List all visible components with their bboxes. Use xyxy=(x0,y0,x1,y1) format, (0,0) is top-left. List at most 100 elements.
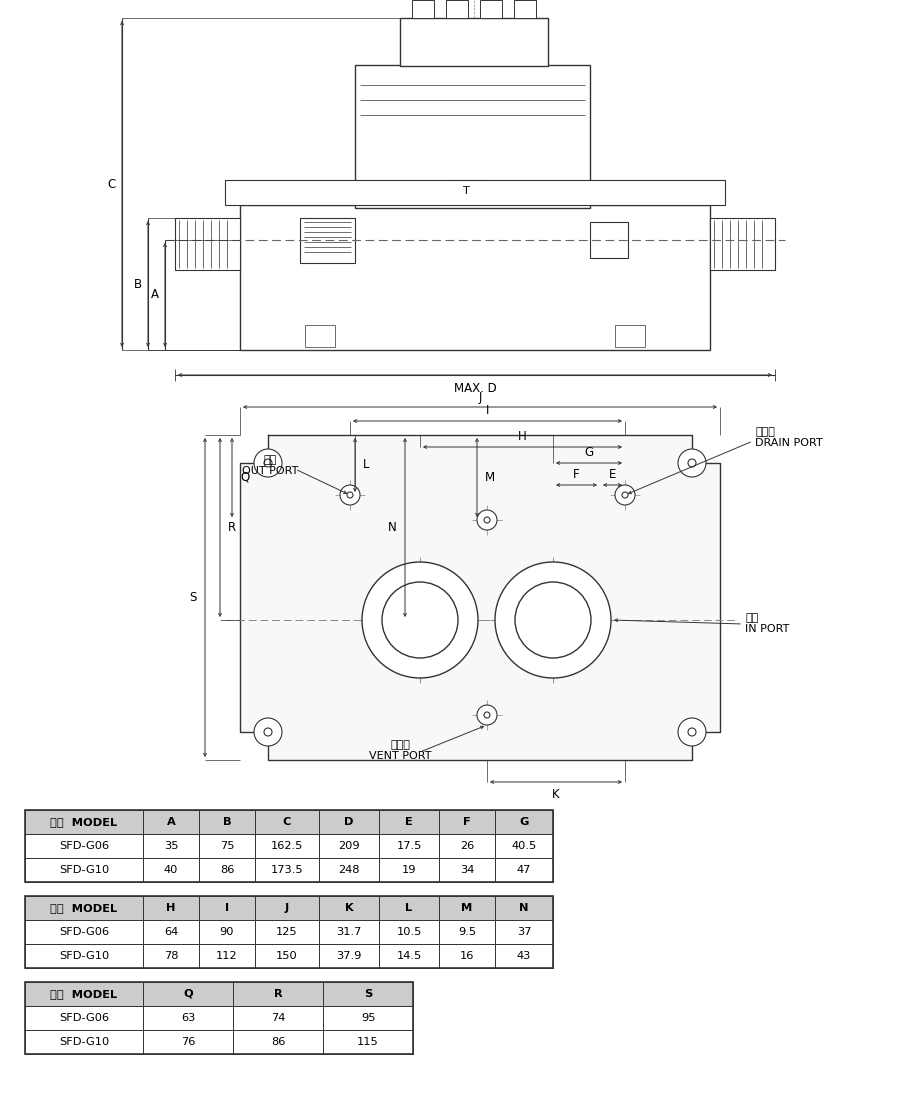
Text: 40: 40 xyxy=(163,865,178,875)
Bar xyxy=(379,920,439,944)
Text: L: L xyxy=(405,903,412,913)
Text: 出口: 出口 xyxy=(263,455,277,465)
Bar xyxy=(439,858,495,882)
Text: 40.5: 40.5 xyxy=(511,841,537,851)
Text: 78: 78 xyxy=(163,951,178,961)
Text: H: H xyxy=(518,431,527,443)
Bar xyxy=(25,982,143,1006)
Text: 31.7: 31.7 xyxy=(337,927,362,937)
Text: 95: 95 xyxy=(361,1013,375,1023)
Text: G: G xyxy=(585,447,594,460)
Text: G: G xyxy=(519,817,529,827)
Bar xyxy=(233,1030,323,1054)
Text: 入口: 入口 xyxy=(745,613,758,623)
Text: 9.5: 9.5 xyxy=(458,927,476,937)
Text: B: B xyxy=(223,817,232,827)
Circle shape xyxy=(477,705,497,725)
Circle shape xyxy=(477,510,497,530)
Bar xyxy=(400,18,548,66)
Bar xyxy=(255,944,319,968)
Bar xyxy=(323,1006,413,1030)
Bar xyxy=(450,179,482,202)
Text: SFD-G06: SFD-G06 xyxy=(59,841,109,851)
Circle shape xyxy=(347,492,353,497)
Text: H: H xyxy=(166,903,176,913)
Circle shape xyxy=(678,449,706,478)
Text: C: C xyxy=(108,177,116,191)
Text: 型式  MODEL: 型式 MODEL xyxy=(50,817,118,827)
Text: T: T xyxy=(462,186,470,196)
Text: SFD-G10: SFD-G10 xyxy=(59,1037,110,1047)
Text: 63: 63 xyxy=(180,1013,195,1023)
Bar xyxy=(319,858,379,882)
Text: 37: 37 xyxy=(516,927,532,937)
Bar xyxy=(25,944,143,968)
Text: 112: 112 xyxy=(216,951,238,961)
Bar xyxy=(143,920,199,944)
Bar xyxy=(25,810,553,882)
Text: 64: 64 xyxy=(163,927,178,937)
Polygon shape xyxy=(240,435,720,760)
Bar xyxy=(25,896,143,920)
Bar xyxy=(615,325,645,347)
Bar xyxy=(495,920,553,944)
Bar xyxy=(355,65,590,208)
Bar xyxy=(300,218,355,263)
Bar xyxy=(710,218,775,270)
Text: SFD-G10: SFD-G10 xyxy=(59,865,110,875)
Text: 173.5: 173.5 xyxy=(270,865,304,875)
Bar xyxy=(255,920,319,944)
Bar xyxy=(199,810,255,834)
Circle shape xyxy=(688,459,696,466)
Bar xyxy=(495,896,553,920)
Circle shape xyxy=(515,582,591,658)
Text: 150: 150 xyxy=(276,951,298,961)
Bar xyxy=(480,0,502,18)
Bar xyxy=(495,834,553,858)
Bar xyxy=(255,858,319,882)
Text: 74: 74 xyxy=(271,1013,286,1023)
Text: I: I xyxy=(224,903,229,913)
Text: M: M xyxy=(485,471,495,484)
Bar xyxy=(446,0,468,18)
Text: 16: 16 xyxy=(460,951,474,961)
Bar xyxy=(25,810,143,834)
Text: DRAIN PORT: DRAIN PORT xyxy=(755,438,823,448)
Bar xyxy=(439,834,495,858)
Bar xyxy=(305,325,335,347)
Bar xyxy=(379,896,439,920)
Text: F: F xyxy=(463,817,471,827)
Circle shape xyxy=(484,517,490,523)
Circle shape xyxy=(688,728,696,736)
Text: Q: Q xyxy=(183,989,193,999)
Bar xyxy=(255,810,319,834)
Bar xyxy=(25,834,143,858)
Text: 47: 47 xyxy=(517,865,532,875)
Circle shape xyxy=(622,492,628,497)
Circle shape xyxy=(382,582,458,658)
Bar xyxy=(379,834,439,858)
Text: 37.9: 37.9 xyxy=(337,951,362,961)
Circle shape xyxy=(484,712,490,718)
Bar xyxy=(199,834,255,858)
Bar xyxy=(143,1030,233,1054)
Text: 43: 43 xyxy=(517,951,532,961)
Bar xyxy=(25,858,143,882)
Text: SFD-G06: SFD-G06 xyxy=(59,927,109,937)
Bar xyxy=(255,834,319,858)
Circle shape xyxy=(615,485,635,505)
Bar xyxy=(175,218,240,270)
Bar xyxy=(233,982,323,1006)
Bar xyxy=(439,944,495,968)
Bar xyxy=(255,896,319,920)
Bar xyxy=(143,1006,233,1030)
Bar xyxy=(25,1030,143,1054)
Bar xyxy=(323,1030,413,1054)
Bar xyxy=(439,920,495,944)
Text: 86: 86 xyxy=(271,1037,286,1047)
Bar xyxy=(25,1006,143,1030)
Text: IN PORT: IN PORT xyxy=(745,624,789,634)
Circle shape xyxy=(362,562,478,678)
Text: 淺流口: 淺流口 xyxy=(755,427,775,437)
Text: 17.5: 17.5 xyxy=(396,841,422,851)
